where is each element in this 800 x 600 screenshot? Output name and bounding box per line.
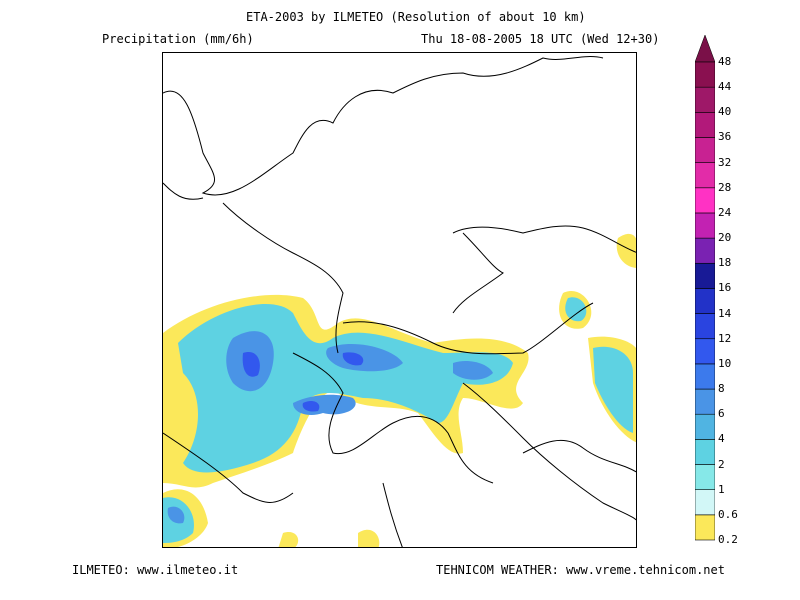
variable-label: Precipitation (mm/6h) [102, 32, 254, 46]
colorbar-swatch [695, 262, 715, 289]
colorbar-swatch [695, 338, 715, 365]
colorbar-label: 2 [718, 457, 725, 471]
colorbar-swatch [695, 162, 715, 189]
colorbar-label: 6 [718, 407, 725, 421]
map-canvas [163, 56, 636, 547]
colorbar-swatch [695, 313, 715, 340]
colorbar-label: 44 [718, 80, 732, 94]
colorbar-swatch [695, 413, 715, 440]
colorbar-swatch [695, 489, 715, 516]
colorbar-swatch [695, 388, 715, 415]
colorbar-swatch [695, 464, 715, 490]
colorbar-swatch [695, 212, 715, 239]
colorbar-label: 36 [718, 130, 732, 144]
colorbar-swatch [695, 237, 715, 264]
colorbar-label: 0.6 [718, 507, 738, 521]
colorbar-label: 28 [718, 180, 732, 194]
colorbar-label: 18 [718, 256, 732, 270]
colorbar-arrow [695, 35, 715, 63]
colorbar-swatch [695, 514, 715, 541]
coastlines-borders [163, 56, 636, 547]
colorbar-label: 12 [718, 331, 732, 345]
colorbar-label: 4 [718, 432, 725, 446]
colorbar-label: 8 [718, 382, 725, 396]
map-title: ETA-2003 by ILMETEO (Resolution of about… [246, 10, 586, 24]
valid-time: Thu 18-08-2005 18 UTC (Wed 12+30) [421, 32, 660, 46]
colorbar-swatch [695, 61, 715, 88]
colorbar [695, 35, 715, 541]
precipitation-map [162, 52, 637, 548]
colorbar-label: 16 [718, 281, 732, 295]
colorbar-label: 48 [718, 55, 732, 68]
colorbar-label: 0.2 [718, 533, 738, 546]
colorbar-swatch [695, 137, 715, 163]
colorbar-label: 24 [718, 205, 732, 219]
colorbar-swatch [695, 187, 715, 214]
colorbar-swatch [695, 439, 715, 465]
footer-right: TEHNICOM WEATHER: www.vreme.tehnicom.net [436, 563, 725, 577]
colorbar-swatch [695, 288, 715, 314]
colorbar-label: 40 [718, 105, 732, 119]
colorbar-swatch [695, 86, 715, 113]
colorbar-label: 32 [718, 155, 732, 169]
colorbar-swatch [695, 112, 715, 138]
colorbar-label: 10 [718, 356, 732, 370]
colorbar-swatch [695, 363, 715, 390]
colorbar-label: 14 [718, 306, 732, 320]
colorbar-label: 1 [718, 482, 725, 496]
colorbar-label: 20 [718, 231, 732, 245]
precip-dark-blue [242, 352, 364, 412]
footer-left: ILMETEO: www.ilmeteo.it [72, 563, 239, 577]
